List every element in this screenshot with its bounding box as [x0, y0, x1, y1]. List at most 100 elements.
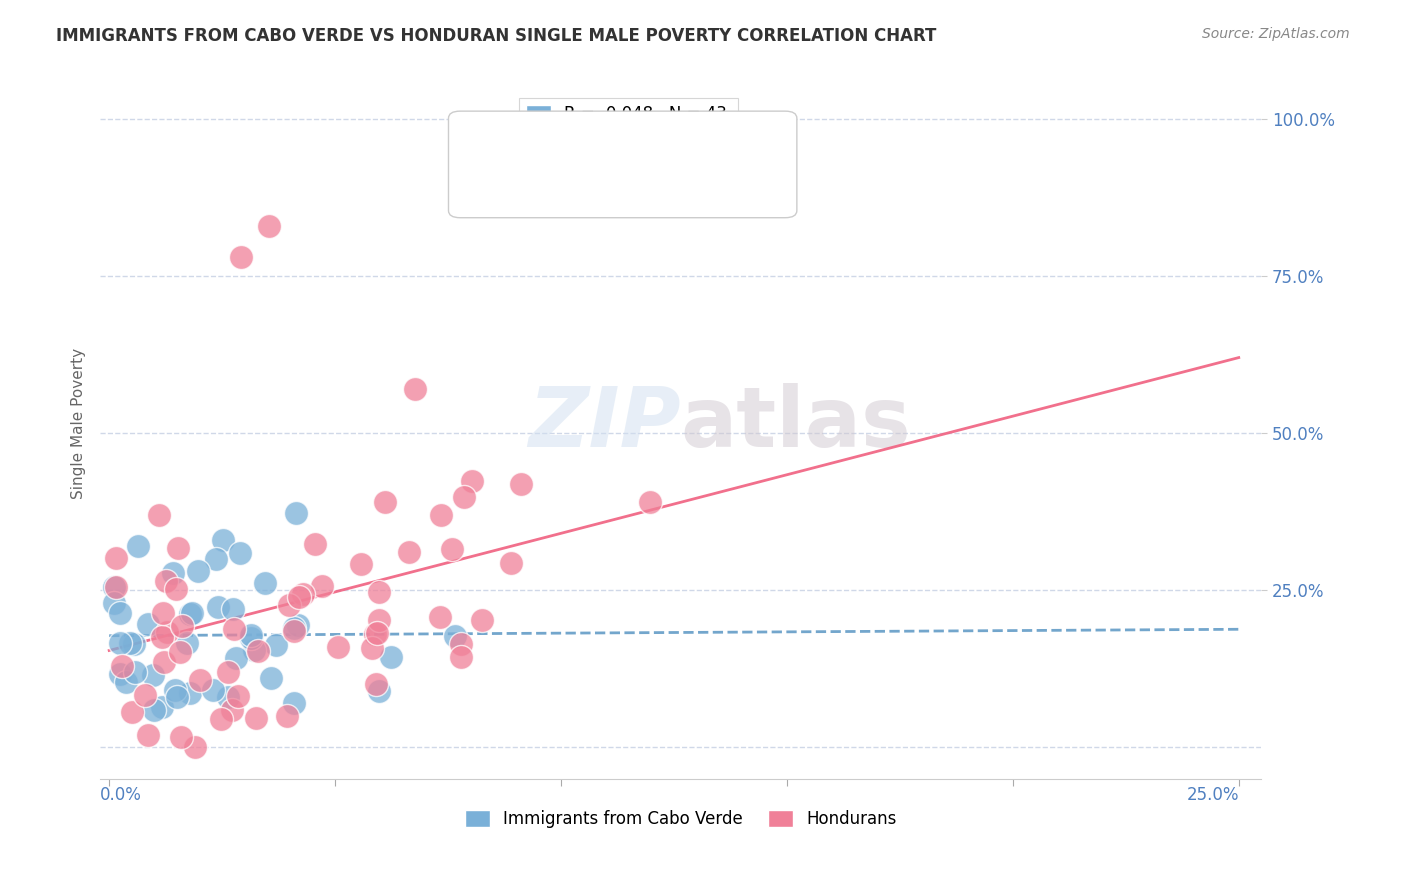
Point	[471, 613, 494, 627]
Point	[181, 606, 204, 620]
Point	[245, 711, 267, 725]
Point	[278, 598, 301, 612]
Point	[153, 656, 176, 670]
Point	[231, 250, 253, 264]
Point	[172, 619, 194, 633]
Text: 25.0%: 25.0%	[1187, 786, 1239, 804]
Point	[166, 690, 188, 704]
Point	[170, 730, 193, 744]
Point	[156, 624, 179, 639]
Point	[211, 533, 233, 547]
Point	[366, 625, 388, 640]
Point	[239, 628, 262, 642]
Point	[108, 606, 131, 620]
Point	[222, 622, 245, 636]
Point	[127, 539, 149, 553]
Point	[450, 650, 472, 665]
Point	[155, 574, 177, 588]
Point	[169, 645, 191, 659]
Point	[124, 665, 146, 679]
Point	[201, 683, 224, 698]
Point	[228, 690, 250, 704]
Point	[134, 688, 156, 702]
FancyBboxPatch shape	[449, 112, 797, 218]
Point	[136, 616, 159, 631]
Point	[229, 546, 252, 560]
Y-axis label: Single Male Poverty: Single Male Poverty	[72, 348, 86, 500]
Point	[188, 673, 211, 687]
Point	[205, 552, 228, 566]
Point	[259, 219, 281, 233]
Point	[111, 658, 134, 673]
Point	[136, 728, 159, 742]
Point	[510, 477, 533, 491]
Legend: Immigrants from Cabo Verde, Hondurans: Immigrants from Cabo Verde, Hondurans	[458, 803, 903, 835]
Point	[441, 542, 464, 557]
Point	[404, 382, 426, 396]
Point	[217, 690, 239, 705]
Point	[430, 508, 453, 522]
Point	[450, 637, 472, 651]
Point	[165, 582, 187, 596]
Point	[184, 740, 207, 755]
Point	[142, 667, 165, 681]
Point	[148, 508, 170, 522]
Point	[283, 624, 305, 638]
Point	[361, 641, 384, 656]
Point	[179, 686, 201, 700]
Point	[461, 474, 484, 488]
Point	[150, 700, 173, 714]
Point	[368, 614, 391, 628]
Point	[121, 705, 143, 719]
Point	[368, 684, 391, 698]
Point	[108, 667, 131, 681]
Point	[108, 636, 131, 650]
Point	[186, 565, 208, 579]
Point	[103, 580, 125, 594]
Point	[239, 631, 262, 645]
Point	[429, 610, 451, 624]
Point	[120, 636, 142, 650]
Point	[209, 712, 232, 726]
Point	[207, 600, 229, 615]
Point	[176, 636, 198, 650]
Point	[150, 630, 173, 644]
Point	[380, 649, 402, 664]
Text: ZIP: ZIP	[529, 384, 681, 464]
Point	[283, 621, 305, 635]
Point	[364, 676, 387, 690]
Point	[152, 606, 174, 620]
Point	[311, 579, 333, 593]
Point	[225, 651, 247, 665]
Point	[254, 576, 277, 591]
Point	[103, 596, 125, 610]
Point	[247, 643, 270, 657]
Point	[374, 495, 396, 509]
Point	[638, 495, 661, 509]
Point	[115, 675, 138, 690]
Point	[285, 506, 308, 520]
Point	[398, 544, 420, 558]
Point	[222, 602, 245, 616]
Text: IMMIGRANTS FROM CABO VERDE VS HONDURAN SINGLE MALE POVERTY CORRELATION CHART: IMMIGRANTS FROM CABO VERDE VS HONDURAN S…	[56, 27, 936, 45]
Point	[368, 584, 391, 599]
Point	[143, 703, 166, 717]
Point	[287, 617, 309, 632]
Point	[163, 683, 186, 698]
Point	[292, 587, 315, 601]
Point	[122, 637, 145, 651]
Point	[217, 665, 239, 679]
Point	[283, 697, 305, 711]
Point	[167, 541, 190, 556]
Point	[328, 640, 350, 655]
Point	[221, 703, 243, 717]
Point	[364, 627, 387, 641]
Point	[179, 607, 201, 621]
Point	[499, 556, 522, 570]
Point	[264, 638, 287, 652]
Text: Source: ZipAtlas.com: Source: ZipAtlas.com	[1202, 27, 1350, 41]
Point	[259, 671, 281, 685]
Point	[453, 491, 475, 505]
Point	[276, 709, 298, 723]
Point	[288, 591, 311, 605]
